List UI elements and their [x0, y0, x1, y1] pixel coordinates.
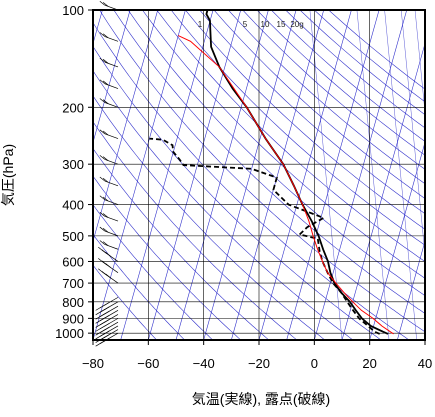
adiabat-line: [185, 10, 435, 340]
adiabat-line: [42, 10, 325, 340]
x-axis-title: 気温(実線), 露点(破線): [192, 391, 330, 407]
adiabat-line: [300, 10, 435, 340]
adiabat-line: [14, 10, 269, 340]
wind-barb: [100, 240, 118, 249]
y-tick-label: 1000: [55, 326, 84, 341]
mixing-ratio-line: [385, 10, 417, 340]
adiabat-line: [100, 10, 435, 340]
wind-barb: [96, 314, 118, 327]
y-tick-label: 300: [62, 157, 84, 172]
mixing-ratio-label: 15: [277, 20, 286, 29]
y-axis-title: 気圧(hPa): [0, 144, 16, 206]
x-tick-label: −20: [248, 356, 270, 371]
adiabat-line: [200, 10, 435, 340]
series-line-temperature: [206, 10, 388, 334]
adiabat-line: [57, 10, 354, 340]
wind-barb: [100, 196, 118, 205]
isotherm-line: [148, 10, 240, 340]
x-tick-label: 40: [418, 356, 432, 371]
isotherm-line: [231, 10, 323, 340]
series-group: [149, 10, 393, 334]
wind-barb: [100, 130, 118, 139]
x-tick-label: −40: [193, 356, 215, 371]
isotherm-line: [204, 10, 296, 340]
x-tick-label: −60: [137, 356, 159, 371]
series-line-parcel: [178, 36, 393, 334]
isotherm-line: [176, 10, 268, 340]
mixing-ratio-label: 10: [261, 20, 270, 29]
y-tick-label: 600: [62, 254, 84, 269]
y-tick-label: 500: [62, 229, 84, 244]
wind-barb: [96, 326, 118, 339]
mixing-ratio-label: 5: [243, 20, 248, 29]
wind-barb: [100, 227, 118, 236]
isotherm-line: [342, 10, 434, 340]
mixing-ratio-line: [310, 10, 342, 340]
y-tick-label: 200: [62, 100, 84, 115]
adiabat-line: [214, 10, 435, 340]
x-tick-label: 20: [362, 356, 376, 371]
isotherm-line: [93, 10, 185, 340]
x-tick-label: 0: [311, 356, 318, 371]
x-axis-ticks: −80 −60 −40 −20 0 20 40: [82, 340, 432, 371]
adiabat-line: [0, 10, 241, 340]
wind-barbs: [96, 1, 118, 346]
adiabat-line: [257, 10, 435, 340]
y-tick-label: 700: [62, 276, 84, 291]
isotherm-line: [10, 10, 102, 340]
x-tick-label: −80: [82, 356, 104, 371]
mixing-ratio-label: 1: [198, 20, 203, 29]
isotherm-line: [121, 10, 213, 340]
adiabat-line: [228, 10, 435, 340]
y-tick-label: 100: [62, 3, 84, 18]
wind-barb: [98, 247, 118, 261]
mixing-ratio-label: 20g: [290, 20, 303, 29]
y-tick-label: 800: [62, 295, 84, 310]
wind-barb: [100, 1, 118, 10]
wind-barb: [100, 80, 118, 89]
wind-barb: [96, 318, 118, 331]
isotherm-line: [425, 10, 435, 340]
wind-barb: [100, 212, 118, 221]
y-tick-label: 400: [62, 198, 84, 213]
adiabat-line: [128, 10, 435, 340]
grid-lines: [93, 10, 425, 340]
y-tick-label: 900: [62, 311, 84, 326]
wind-barb: [100, 155, 118, 164]
adiabat-line: [329, 10, 435, 340]
mixing-ratio-line: [357, 10, 389, 340]
